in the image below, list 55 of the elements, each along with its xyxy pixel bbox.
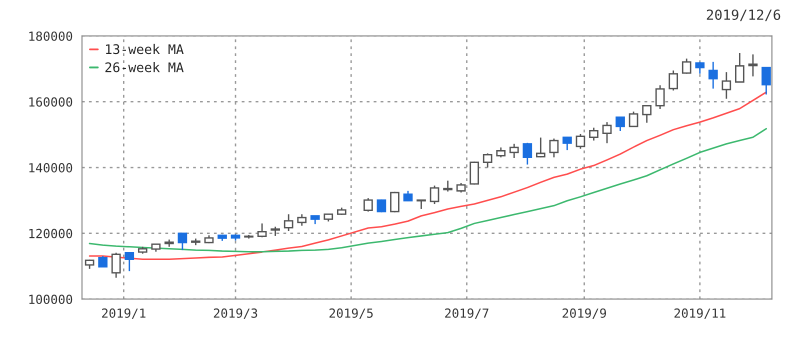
y-tick-label: 180000: [29, 31, 72, 41]
x-tick-label: 2019/5: [329, 308, 373, 319]
y-tick-label: 160000: [29, 97, 72, 107]
candlestick: [376, 198, 386, 213]
candlestick: [589, 127, 598, 142]
candlestick: [456, 182, 466, 194]
candlestick: [522, 142, 532, 166]
candlestick: [430, 184, 440, 205]
candlestick: [602, 121, 612, 144]
candlestick: [416, 199, 426, 210]
candlestick: [735, 52, 744, 84]
candlestick: [443, 180, 452, 192]
candlestick: [364, 197, 373, 212]
candlestick: [111, 252, 121, 278]
candlestick: [470, 160, 480, 186]
candlestick: [708, 61, 718, 90]
candlestick: [536, 136, 546, 158]
candlestick: [403, 190, 413, 202]
candlestick: [549, 138, 559, 158]
legend-label: 26-week MA: [105, 62, 184, 72]
x-tick-label: 2019/1: [102, 308, 146, 319]
candlestick: [284, 214, 294, 232]
legend-label: 13-week MA: [106, 44, 184, 54]
x-tick-label: 2019/9: [562, 308, 606, 319]
candlestick: [748, 54, 758, 78]
candlestick: [722, 71, 732, 100]
candlestick: [496, 146, 506, 158]
x-tick-label: 2019/11: [674, 308, 726, 319]
candlestick: [297, 214, 307, 226]
candlestick: [270, 226, 280, 237]
candlestick: [668, 70, 678, 92]
candlestick: [257, 222, 267, 238]
y-tick-label: 120000: [29, 228, 72, 238]
candlestick: [562, 136, 572, 151]
line-series: [88, 91, 767, 260]
text: 2019/12/6: [706, 9, 780, 22]
candlestick: [482, 152, 492, 168]
candlestick: [616, 116, 625, 132]
line-series: [88, 128, 767, 252]
candlestick: [628, 110, 638, 128]
y-tick-label: 140000: [29, 163, 72, 172]
candlestick: [642, 104, 652, 124]
y-tick-label: 100000: [29, 294, 72, 304]
candlestick: [762, 66, 771, 96]
candlestick: [98, 255, 108, 268]
candlestick: [576, 133, 586, 150]
x-tick-label: 2019/7: [445, 308, 488, 319]
candlestick: [84, 258, 94, 270]
candlestick: [124, 251, 134, 272]
candlestick: [682, 58, 692, 74]
candlestick: [655, 84, 665, 110]
x-tick-label: 2019/3: [214, 308, 258, 319]
candlestick: [178, 232, 188, 251]
candlestick: [509, 143, 519, 159]
candlestick: [390, 191, 400, 213]
